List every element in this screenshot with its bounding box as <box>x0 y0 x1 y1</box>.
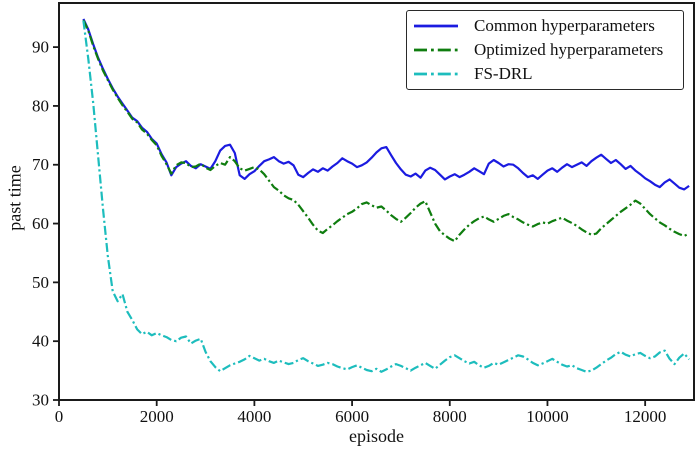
x-tick-label: 8000 <box>433 407 467 426</box>
series-line-2 <box>82 20 690 373</box>
x-axis-label: episode <box>349 426 404 446</box>
legend-label: Optimized hyperparameters <box>474 40 664 59</box>
legend-item-fs-drl: FS-DRL <box>413 64 673 84</box>
series-line-1 <box>82 19 690 243</box>
legend-label: FS-DRL <box>474 64 533 83</box>
y-tick-label: 50 <box>32 273 49 292</box>
y-tick-label: 80 <box>32 96 49 115</box>
legend-line-sample-solid-icon <box>414 24 458 28</box>
legend-label: Common hyperparameters <box>474 16 655 35</box>
x-tick-label: 6000 <box>335 407 369 426</box>
x-tick-label: 4000 <box>237 407 271 426</box>
x-tick-label: 12000 <box>624 407 667 426</box>
x-tick-label: 2000 <box>140 407 174 426</box>
legend-line-sample-dashdot-icon <box>414 48 458 52</box>
y-tick-label: 40 <box>32 332 49 351</box>
plot-border <box>58 2 695 401</box>
y-axis-label: past time <box>4 165 25 231</box>
y-tick-label: 30 <box>32 391 49 410</box>
legend-item-optimized-hyperparameters: Optimized hyperparameters <box>413 40 673 60</box>
legend-line-sample-dashdot-icon <box>414 72 458 76</box>
y-tick-label: 60 <box>32 214 49 233</box>
legend: Common hyperparameters Optimized hyperpa… <box>406 10 684 90</box>
x-tick-label: 10000 <box>526 407 569 426</box>
y-tick-label: 70 <box>32 155 49 174</box>
legend-item-common-hyperparameters: Common hyperparameters <box>413 16 673 36</box>
y-tick-label: 90 <box>32 38 49 57</box>
x-tick-label: 0 <box>55 407 64 426</box>
